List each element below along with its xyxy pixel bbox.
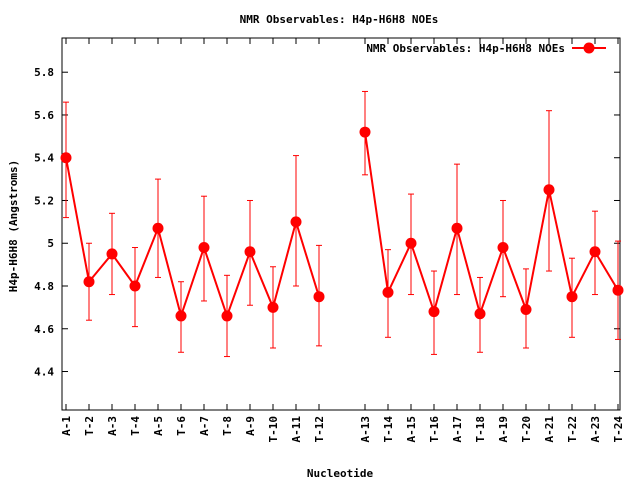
x-tick-label: A-3 (106, 416, 119, 436)
x-tick-label: T-18 (474, 416, 487, 443)
data-point (175, 310, 187, 322)
legend-marker (583, 42, 595, 54)
x-tick-label: T-14 (382, 416, 395, 443)
plot-frame (61, 37, 621, 411)
x-tick-label: A-21 (543, 416, 556, 443)
x-tick-label: T-8 (221, 416, 234, 436)
data-point (106, 248, 118, 260)
series-layer (60, 90, 624, 358)
series-line (65, 157, 320, 320)
data-point (382, 286, 394, 298)
x-tick-label: T-20 (520, 416, 533, 443)
x-tick-label: A-1 (60, 416, 73, 436)
data-point (474, 308, 486, 320)
x-axis-label: Nucleotide (307, 467, 374, 480)
data-point (589, 246, 601, 258)
y-tick-label: 5.8 (34, 66, 54, 79)
y-tick-label: 5.4 (34, 152, 54, 165)
data-point (267, 301, 279, 313)
data-point (221, 310, 233, 322)
data-point (152, 222, 164, 234)
data-point (543, 184, 555, 196)
y-tick-label: 5.6 (34, 109, 54, 122)
x-tick-label: T-2 (83, 416, 96, 436)
x-tick-label: A-11 (290, 416, 303, 443)
y-tick-label: 4.6 (34, 323, 54, 336)
data-point (451, 222, 463, 234)
data-point (359, 126, 371, 138)
series-line (364, 131, 619, 318)
y-tick-label: 5.2 (34, 194, 54, 207)
data-point (405, 237, 417, 249)
data-point (566, 291, 578, 303)
x-tick-label: A-5 (152, 416, 165, 436)
x-tick-label: T-24 (612, 416, 625, 443)
x-tick-label: T-4 (129, 416, 142, 436)
y-tick-label: 4.8 (34, 280, 54, 293)
data-point (428, 306, 440, 318)
chart-title: NMR Observables: H4p-H6H8 NOEs (240, 13, 439, 26)
data-point (60, 152, 72, 164)
data-point (612, 284, 624, 296)
y-axis-label: H4p-H6H8 (Angstroms) (7, 160, 20, 292)
x-tick-label: A-15 (405, 416, 418, 443)
data-point (497, 242, 509, 254)
data-point (83, 276, 95, 288)
data-point (129, 280, 141, 292)
y-tick-label: 4.4 (34, 366, 54, 379)
x-tick-label: A-19 (497, 416, 510, 443)
data-point (313, 291, 325, 303)
data-point (290, 216, 302, 228)
legend: NMR Observables: H4p-H6H8 NOEs (366, 42, 606, 55)
x-tick-label: T-10 (267, 416, 280, 443)
x-tick-label: T-22 (566, 416, 579, 443)
data-point (244, 246, 256, 258)
x-tick-label: T-16 (428, 416, 441, 443)
y-tick-label: 5 (47, 237, 54, 250)
x-tick-label: T-6 (175, 416, 188, 436)
x-tick-label: A-7 (198, 416, 211, 436)
x-tick-label: A-17 (451, 416, 464, 443)
x-tick-label: A-13 (359, 416, 372, 443)
x-tick-label: T-12 (313, 416, 326, 443)
x-tick-label: A-23 (589, 416, 602, 443)
legend-label: NMR Observables: H4p-H6H8 NOEs (366, 42, 565, 55)
axis-ticks: 4.4 4.6 4.8 5 5.2 5.4 5.6 5.8 A-1 T-2 A-3 T-4 A-5 T-6… (34, 38, 625, 443)
data-point (520, 304, 532, 316)
data-point (198, 242, 210, 254)
x-tick-label: A-9 (244, 416, 257, 436)
